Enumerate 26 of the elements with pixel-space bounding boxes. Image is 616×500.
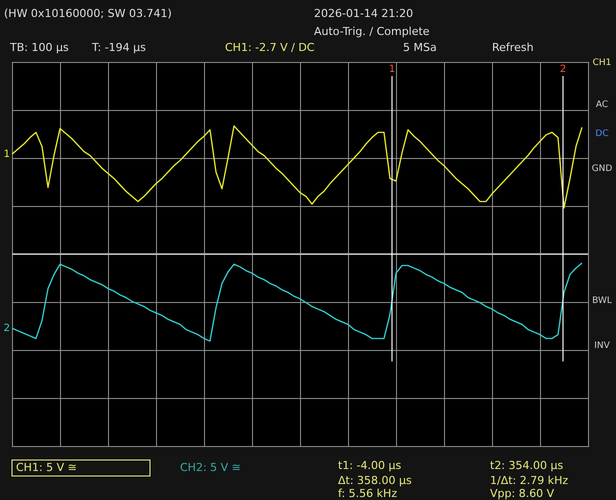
text: AC bbox=[596, 100, 608, 110]
text: Vpp: 8.60 V bbox=[490, 487, 555, 500]
chart-title: (HW 0x10160000; SW 03.741) bbox=[4, 7, 172, 20]
text: 1 bbox=[388, 64, 396, 75]
text: Refresh bbox=[492, 41, 534, 54]
text: 5 MSa bbox=[403, 41, 437, 54]
series-label: 1 bbox=[4, 149, 10, 160]
text: 1/Δt: 2.79 kHz bbox=[490, 474, 568, 487]
series-label: 2 bbox=[4, 323, 10, 334]
text: Auto-Trig. / Complete bbox=[314, 25, 430, 38]
text: INV bbox=[594, 341, 611, 351]
text: f: 5.56 kHz bbox=[338, 487, 398, 500]
text: Δt: 358.00 µs bbox=[338, 474, 412, 487]
text: TB: 100 µs bbox=[9, 41, 69, 54]
text: CH2: 5 V ≅ bbox=[180, 461, 241, 474]
text: 2026-01-14 21:20 bbox=[314, 7, 414, 20]
text: GND bbox=[592, 164, 612, 174]
text: DC bbox=[595, 129, 609, 139]
text: CH1 bbox=[592, 58, 612, 68]
text: t2: 354.00 µs bbox=[490, 459, 564, 472]
text: 2 bbox=[560, 64, 566, 75]
text: CH1: 5 V ≅ bbox=[16, 461, 77, 474]
text: BWL bbox=[592, 296, 612, 306]
text: CH1: -2.7 V / DC bbox=[225, 41, 315, 54]
text: t1: -4.00 µs bbox=[338, 459, 402, 472]
text: T: -194 µs bbox=[91, 41, 146, 54]
